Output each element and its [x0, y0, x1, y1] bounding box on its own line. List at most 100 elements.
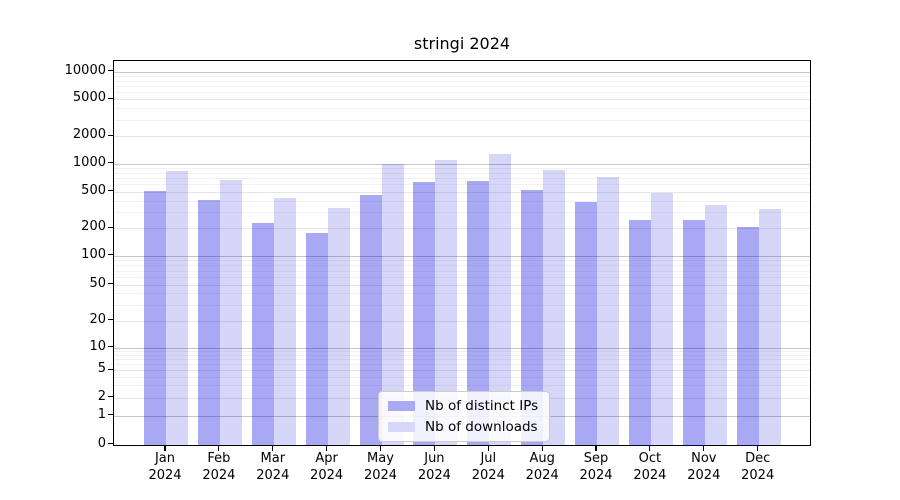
- x-tick-label-10: Nov 2024: [687, 451, 721, 483]
- y-tick-label-0: 0: [97, 435, 106, 451]
- y-tick-label-20: 20: [89, 311, 106, 327]
- bar-downloads-jun: [435, 159, 458, 446]
- y-tick-1: [108, 414, 113, 416]
- gridline-7000: [114, 85, 810, 87]
- legend-swatch-downloads: [388, 422, 415, 432]
- bar-downloads-aug: [543, 169, 566, 446]
- y-tick-2: [108, 396, 113, 398]
- gridline-30: [114, 304, 810, 306]
- bar-downloads-nov: [704, 204, 727, 446]
- y-tick-label-50: 50: [89, 275, 106, 291]
- gridline-9000: [114, 75, 810, 77]
- gridline-8000: [114, 80, 810, 82]
- gridline-9: [114, 351, 810, 353]
- bar-downloads-mar: [273, 198, 296, 446]
- gridline-300: [114, 211, 810, 213]
- y-tick-200: [108, 226, 113, 228]
- gridline-7: [114, 359, 810, 361]
- bar-distinct-ips-nov: [682, 220, 705, 446]
- legend-swatch-distinct-ips: [388, 401, 415, 411]
- x-tick-label-7: Aug 2024: [525, 451, 559, 483]
- legend: Nb of distinct IPs Nb of downloads: [378, 391, 551, 442]
- x-tick-2: [272, 446, 274, 451]
- x-tick-10: [703, 446, 705, 451]
- gridline-5000: [114, 99, 810, 101]
- gridline-10: [114, 347, 810, 349]
- bar-distinct-ips-aug: [521, 190, 544, 446]
- bar-distinct-ips-sep: [575, 202, 597, 446]
- gridline-600: [114, 184, 810, 186]
- x-tick-label-1: Feb 2024: [202, 451, 236, 483]
- gridline-700: [114, 178, 810, 180]
- y-tick-20: [108, 319, 113, 321]
- legend-label-distinct-ips: Nb of distinct IPs: [425, 398, 539, 414]
- y-tick-10000: [108, 70, 113, 72]
- y-tick-50: [108, 283, 113, 285]
- bar-distinct-ips-oct: [628, 220, 651, 446]
- gridline-60: [114, 276, 810, 278]
- gridline-3: [114, 385, 810, 387]
- gridline-1000: [114, 163, 810, 165]
- y-tick-label-1000: 1000: [72, 154, 106, 170]
- x-tick-7: [541, 446, 543, 451]
- x-tick-label-6: Jul 2024: [471, 451, 505, 483]
- y-tick-label-2: 2: [97, 388, 106, 404]
- x-tick-8: [595, 446, 597, 451]
- y-tick-500: [108, 190, 113, 192]
- bar-distinct-ips-apr: [305, 233, 328, 446]
- gridline-50: [114, 284, 810, 286]
- gridline-20: [114, 320, 810, 322]
- gridline-900: [114, 168, 810, 169]
- x-tick-label-2: Mar 2024: [256, 451, 290, 483]
- x-tick-label-4: May 2024: [363, 451, 398, 483]
- bar-downloads-feb: [219, 179, 242, 446]
- plot-area: [113, 60, 811, 446]
- legend-item-distinct-ips: Nb of distinct IPs: [388, 398, 538, 414]
- x-tick-label-9: Oct 2024: [633, 451, 667, 483]
- x-tick-6: [487, 446, 489, 451]
- gridline-6: [114, 364, 810, 366]
- y-tick-label-1: 1: [97, 406, 106, 422]
- gridline-400: [114, 200, 810, 202]
- chart-title: stringi 2024: [413, 34, 511, 53]
- x-tick-3: [326, 446, 328, 451]
- gridline-200: [114, 228, 810, 229]
- gridline-80: [114, 265, 810, 266]
- gridline-90: [114, 260, 810, 262]
- bar-distinct-ips-may: [359, 195, 382, 446]
- gridline-8: [114, 354, 810, 356]
- gridline-4000: [114, 108, 810, 110]
- legend-label-downloads: Nb of downloads: [425, 419, 538, 435]
- gridline-800: [114, 172, 810, 174]
- bar-downloads-jul: [489, 153, 512, 446]
- bar-distinct-ips-jul: [467, 180, 490, 446]
- gridline-500: [114, 191, 810, 193]
- y-tick-label-10000: 10000: [64, 62, 106, 78]
- gridline-70: [114, 270, 810, 272]
- bar-distinct-ips-dec: [736, 227, 759, 446]
- x-tick-label-11: Dec 2024: [741, 451, 775, 483]
- bar-distinct-ips-jan: [144, 191, 166, 446]
- y-tick-label-5: 5: [97, 361, 106, 376]
- bar-distinct-ips-mar: [251, 222, 274, 446]
- bar-downloads-apr: [327, 208, 350, 446]
- y-tick-label-500: 500: [81, 182, 106, 198]
- x-tick-5: [433, 446, 435, 451]
- x-tick-1: [218, 446, 220, 451]
- gridline-40: [114, 293, 810, 295]
- gridline-6000: [114, 92, 810, 93]
- x-tick-9: [649, 446, 651, 451]
- bar-downloads-sep: [597, 177, 619, 446]
- y-tick-10: [108, 346, 113, 348]
- bar-distinct-ips-jun: [413, 181, 436, 446]
- y-tick-label-100: 100: [81, 246, 106, 262]
- y-tick-label-5000: 5000: [72, 90, 106, 106]
- legend-item-downloads: Nb of downloads: [388, 419, 538, 435]
- y-tick-1000: [108, 162, 113, 164]
- x-tick-4: [379, 446, 382, 451]
- y-tick-label-200: 200: [81, 219, 106, 234]
- x-tick-11: [757, 446, 759, 451]
- gridline-3000: [114, 119, 810, 121]
- y-tick-2000: [108, 134, 113, 136]
